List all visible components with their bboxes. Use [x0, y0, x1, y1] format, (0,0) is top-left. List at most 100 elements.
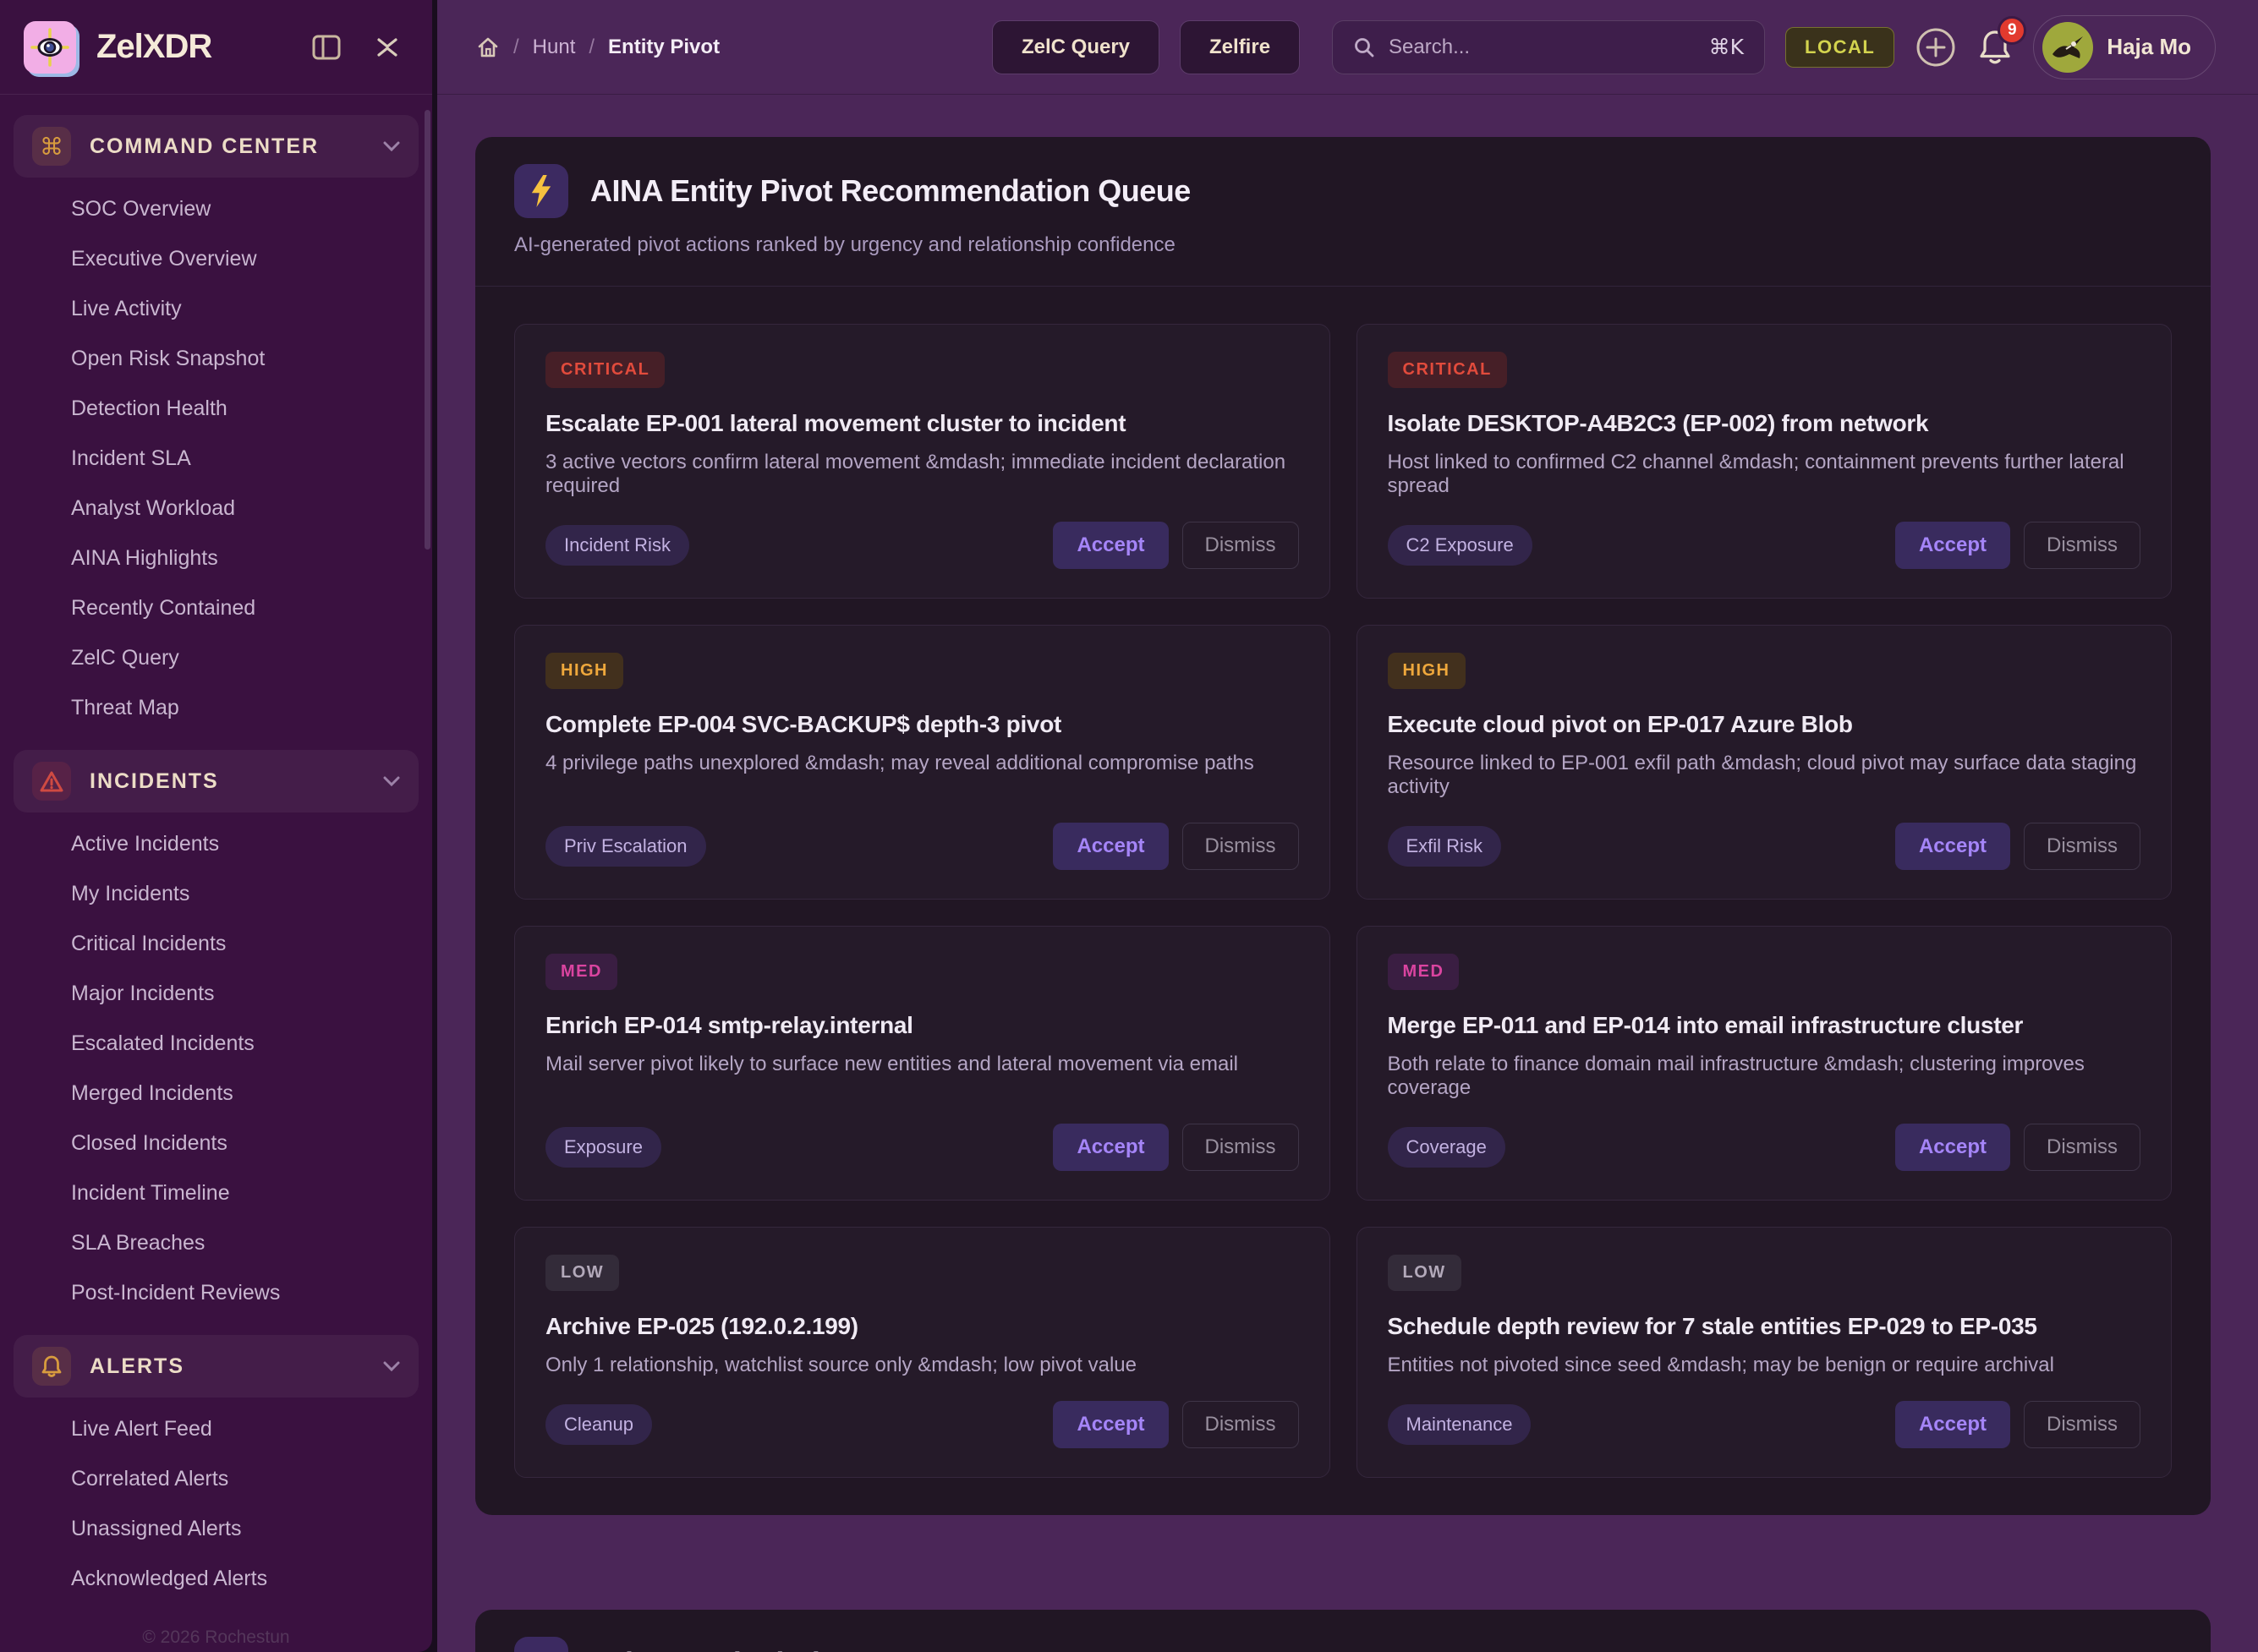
category-tag: Cleanup: [545, 1404, 652, 1445]
panel-title: AINA Entity Pivot Recommendation Queue: [590, 173, 1191, 208]
card-title: Archive EP-025 (192.0.2.199): [545, 1313, 858, 1339]
severity-badge: MED: [545, 954, 617, 990]
card-description: 3 active vectors confirm lateral movemen…: [545, 451, 1286, 497]
card-title: Schedule depth review for 7 stale entiti…: [1387, 1313, 2037, 1339]
recommendation-card: CRITICAL Isolate DESKTOP-A4B2C3 (EP-002)…: [1356, 324, 2172, 599]
recommendation-card: HIGH Execute cloud pivot on EP-017 Azure…: [1356, 625, 2172, 900]
topbar: / Hunt / Entity Pivot ZelC Query Zelfire…: [437, 0, 2258, 95]
home-icon[interactable]: [476, 36, 500, 59]
accept-button[interactable]: Accept: [1053, 823, 1169, 870]
card-description: Mail server pivot likely to surface new …: [545, 1053, 1239, 1075]
recommendation-card: LOW Archive EP-025 (192.0.2.199) Only 1 …: [514, 1227, 1330, 1478]
sidebar-item[interactable]: Merged Incidents: [71, 1081, 233, 1105]
section-header-incidents[interactable]: INCIDENTS: [14, 750, 419, 812]
dismiss-button[interactable]: Dismiss: [1181, 1401, 1299, 1448]
sidebar-item[interactable]: Correlated Alerts: [71, 1467, 229, 1491]
alert-triangle-icon: [32, 762, 71, 801]
user-menu[interactable]: Haja Mo: [2033, 14, 2216, 79]
card-description: Entities not pivoted since seed &mdash; …: [1387, 1354, 2054, 1376]
sidebar-item[interactable]: Live Alert Feed: [71, 1417, 212, 1441]
card-description: Both relate to finance domain mail infra…: [1387, 1053, 2085, 1099]
sidebar-item[interactable]: SLA Breaches: [71, 1231, 206, 1255]
card-title: Isolate DESKTOP-A4B2C3 (EP-002) from net…: [1387, 410, 1929, 436]
zelc-query-button[interactable]: ZelC Query: [991, 19, 1160, 74]
bell-icon: [32, 1347, 71, 1386]
app-title: ZelXDR: [96, 28, 212, 65]
sidebar: ZelXDR ⌘ COMMAND CENTER SOC: [0, 0, 432, 1652]
section-label: INCIDENTS: [90, 769, 219, 793]
accept-button[interactable]: Accept: [1894, 522, 2010, 569]
aina-queue-panel: AINA Entity Pivot Recommendation Queue A…: [475, 137, 2211, 1515]
chevron-down-icon: [383, 141, 400, 151]
sidebar-item[interactable]: SOC Overview: [71, 197, 211, 221]
avatar: [2042, 21, 2094, 73]
card-title: Enrich EP-014 smtp-relay.internal: [545, 1012, 913, 1038]
dismiss-button[interactable]: Dismiss: [2024, 1124, 2140, 1171]
search-input[interactable]: [1389, 35, 1696, 59]
sidebar-toggle-icon[interactable]: [312, 35, 341, 60]
sidebar-item[interactable]: Unassigned Alerts: [71, 1517, 242, 1540]
section-label: COMMAND CENTER: [90, 134, 320, 158]
category-tag: Maintenance: [1387, 1404, 1532, 1445]
severity-badge: CRITICAL: [1387, 352, 1507, 388]
sidebar-item[interactable]: Post-Incident Reviews: [71, 1281, 281, 1305]
sidebar-item[interactable]: Incident SLA: [71, 446, 191, 470]
sidebar-item[interactable]: Acknowledged Alerts: [71, 1567, 268, 1590]
sidebar-item[interactable]: Threat Map: [71, 696, 179, 719]
sidebar-item[interactable]: Major Incidents: [71, 982, 215, 1005]
add-button[interactable]: [1915, 26, 1957, 68]
accept-button[interactable]: Accept: [1053, 522, 1169, 569]
sidebar-item[interactable]: Analyst Workload: [71, 496, 236, 520]
sidebar-item[interactable]: Incident Timeline: [71, 1181, 230, 1205]
recommendation-card: HIGH Complete EP-004 SVC-BACKUP$ depth-3…: [514, 625, 1330, 900]
sidebar-item[interactable]: AINA Highlights: [71, 546, 218, 570]
aina-queue-header: AINA Entity Pivot Recommendation Queue A…: [475, 137, 2211, 287]
section-label: ALERTS: [90, 1354, 184, 1378]
sidebar-item[interactable]: ZelC Query: [71, 646, 179, 670]
accept-button[interactable]: Accept: [1894, 1124, 2010, 1171]
chevron-down-icon: [383, 776, 400, 786]
category-tag: Priv Escalation: [545, 826, 706, 867]
alerts-items: Live Alert Feed Correlated Alerts Unassign…: [0, 1404, 432, 1604]
dismiss-button[interactable]: Dismiss: [1181, 522, 1299, 569]
sidebar-item[interactable]: My Incidents: [71, 882, 190, 905]
accept-button[interactable]: Accept: [1894, 1401, 2010, 1448]
breadcrumb-hunt[interactable]: Hunt: [532, 35, 576, 58]
recommendation-card: CRITICAL Escalate EP-001 lateral movemen…: [514, 324, 1330, 599]
dismiss-button[interactable]: Dismiss: [1181, 1124, 1299, 1171]
dismiss-button[interactable]: Dismiss: [1181, 823, 1299, 870]
dismiss-button[interactable]: Dismiss: [2024, 522, 2140, 569]
close-icon[interactable]: [376, 36, 398, 58]
sidebar-item[interactable]: Closed Incidents: [71, 1131, 227, 1155]
section-header-command-center[interactable]: ⌘ COMMAND CENTER: [14, 115, 419, 178]
sidebar-scrollbar[interactable]: [425, 110, 430, 550]
card-title: Execute cloud pivot on EP-017 Azure Blob: [1387, 711, 1853, 737]
zelxdr-logo-icon: [24, 20, 76, 74]
sidebar-item[interactable]: Escalated Incidents: [71, 1031, 255, 1055]
severity-badge: CRITICAL: [545, 352, 666, 388]
sidebar-section-alerts: ALERTS Live Alert Feed Correlated Alerts U…: [0, 1330, 432, 1616]
dismiss-button[interactable]: Dismiss: [2024, 1401, 2140, 1448]
command-icon: ⌘: [32, 127, 71, 166]
incidents-items: Active Incidents My Incidents Critical Inc…: [0, 819, 432, 1318]
recommendation-card: LOW Schedule depth review for 7 stale en…: [1356, 1227, 2172, 1478]
sidebar-item[interactable]: Detection Health: [71, 397, 227, 420]
sidebar-item[interactable]: Critical Incidents: [71, 932, 227, 955]
severity-badge: LOW: [545, 1255, 620, 1291]
severity-badge: HIGH: [545, 653, 623, 689]
main-area: / Hunt / Entity Pivot ZelC Query Zelfire…: [437, 0, 2258, 1652]
sidebar-item[interactable]: Active Incidents: [71, 832, 220, 856]
accept-button[interactable]: Accept: [1053, 1124, 1169, 1171]
dismiss-button[interactable]: Dismiss: [2024, 823, 2140, 870]
sidebar-item[interactable]: Open Risk Snapshot: [71, 347, 266, 370]
sidebar-item[interactable]: Executive Overview: [71, 247, 257, 271]
sidebar-item[interactable]: Live Activity: [71, 297, 182, 320]
accept-button[interactable]: Accept: [1053, 1401, 1169, 1448]
section-header-alerts[interactable]: ALERTS: [14, 1335, 419, 1398]
sidebar-item[interactable]: Recently Contained: [71, 596, 256, 620]
accept-button[interactable]: Accept: [1894, 823, 2010, 870]
zelfire-button[interactable]: Zelfire: [1180, 19, 1301, 74]
sidebar-section-command-center: ⌘ COMMAND CENTER SOC Overview Executive O…: [0, 110, 432, 745]
category-tag: Incident Risk: [545, 525, 689, 566]
